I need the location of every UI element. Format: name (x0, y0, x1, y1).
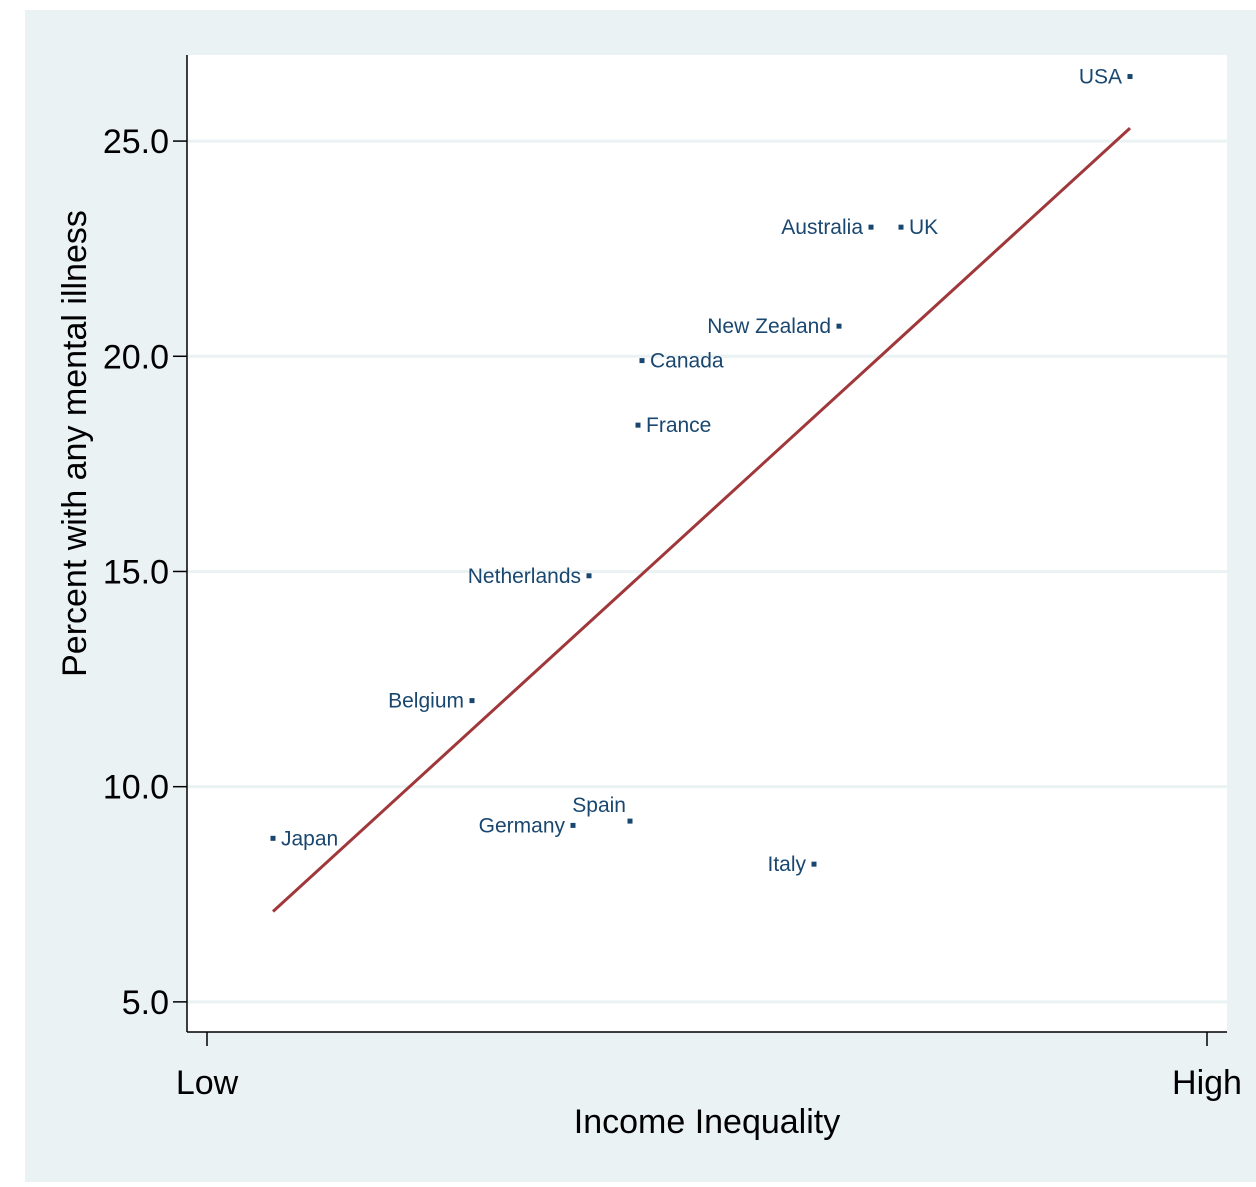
y-tick-label-4: 25.0 (103, 123, 169, 161)
y-axis-title: Percent with any mental illness (56, 210, 94, 677)
fit-line-layer (271, 127, 1132, 913)
x-tick-label-0: Low (176, 1064, 239, 1102)
axes: 5.0 10.0 15.0 20.0 25.0 Low High (103, 55, 1242, 1102)
point-label-france: France (646, 414, 711, 437)
grid-lines (188, 139, 1227, 1004)
point-usa (1127, 74, 1133, 80)
y-tick-label-3: 20.0 (103, 338, 169, 376)
point-uk (898, 224, 904, 230)
point-label-netherlands: Netherlands (468, 565, 581, 588)
data-points: Japan Belgium Germany Spain Netherlands Franc… (270, 66, 1133, 876)
point-spain (627, 818, 633, 824)
plot-area (187, 55, 1227, 1032)
point-label-japan: Japan (281, 827, 338, 850)
point-label-spain: Spain (572, 794, 626, 817)
point-canada (639, 358, 645, 364)
point-label-belgium: Belgium (388, 690, 464, 713)
fit-line (271, 127, 1132, 913)
point-netherlands (586, 573, 592, 579)
point-australia (868, 224, 874, 230)
point-label-germany: Germany (479, 814, 566, 837)
point-label-canada: Canada (650, 350, 724, 373)
y-tick-label-1: 10.0 (103, 769, 169, 807)
point-belgium (469, 698, 475, 704)
point-label-italy: Italy (767, 853, 806, 876)
point-label-australia: Australia (781, 216, 863, 239)
point-label-usa: USA (1079, 66, 1122, 89)
y-tick-label-2: 15.0 (103, 553, 169, 591)
point-germany (570, 822, 576, 828)
point-new-zealand (836, 323, 842, 329)
point-label-uk: UK (909, 216, 938, 239)
x-axis-title: Income Inequality (574, 1103, 841, 1141)
y-tick-label-0: 5.0 (122, 984, 169, 1022)
x-tick-label-1: High (1172, 1064, 1242, 1102)
point-label-new-zealand: New Zealand (707, 315, 831, 338)
point-japan (270, 835, 276, 841)
point-france (635, 422, 641, 428)
point-italy (811, 861, 817, 867)
